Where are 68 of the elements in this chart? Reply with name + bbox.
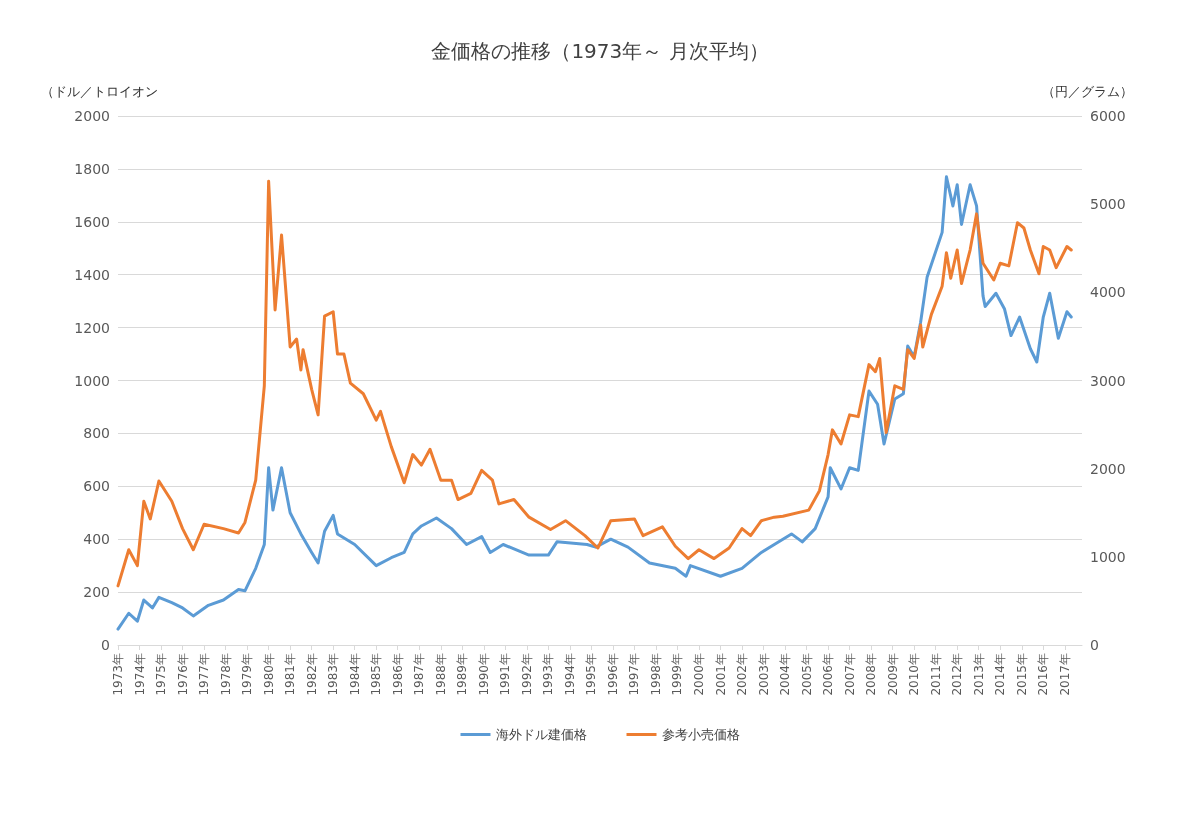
x-tick-label: 1984年: [347, 653, 362, 696]
x-tick-label: 2010年: [907, 653, 922, 696]
y-tick-label: 2000: [74, 108, 110, 124]
x-tick-label: 2011年: [928, 653, 943, 696]
y-tick-label: 400: [83, 531, 110, 548]
x-tick-label: 1979年: [240, 653, 255, 696]
x-tick-label: 1973年: [111, 653, 125, 696]
y-axis-title: （ドル／トロイオン: [41, 84, 158, 99]
legend-label: 海外ドル建価格: [495, 727, 587, 742]
x-tick-label: 2006年: [821, 653, 836, 696]
y-tick-label: 0: [101, 637, 110, 653]
x-tick-label: 2012年: [950, 653, 965, 696]
x-tick-label: 1982年: [304, 653, 319, 696]
x-tick-label: 2007年: [842, 653, 857, 696]
x-tick-label: 2000年: [691, 653, 706, 696]
y-tick-label: 1200: [74, 319, 110, 336]
y-tick-label: 1600: [74, 213, 110, 230]
y2-tick-label: 0: [1090, 637, 1099, 653]
x-tick-label: 1999年: [670, 653, 685, 696]
x-tick-label: 2004年: [778, 653, 793, 696]
y-tick-label: 600: [83, 478, 110, 495]
x-tick-label: 1997年: [627, 653, 642, 696]
x-tick-label: 1987年: [412, 653, 427, 696]
x-tick-label: 1986年: [390, 653, 405, 696]
x-tick-label: 2013年: [971, 653, 986, 696]
x-tick-label: 2009年: [885, 653, 900, 696]
x-tick-label: 2001年: [713, 653, 728, 696]
x-tick-label: 1974年: [132, 653, 147, 696]
x-tick-label: 1992年: [519, 653, 534, 696]
x-tick-label: 1988年: [433, 653, 448, 696]
y2-tick-label: 6000: [1090, 108, 1126, 124]
x-tick-label: 2014年: [993, 653, 1008, 696]
y2-tick-label: 1000: [1090, 548, 1126, 565]
x-tick-label: 2008年: [864, 653, 879, 696]
y2-tick-label: 4000: [1090, 284, 1126, 301]
x-tick-label: 1994年: [562, 653, 577, 696]
x-tick-label: 2005年: [799, 653, 814, 696]
x-tick-label: 2002年: [735, 653, 750, 696]
x-tick-label: 1983年: [326, 653, 341, 696]
x-tick-label: 1975年: [154, 653, 169, 696]
y-tick-label: 1800: [74, 160, 110, 177]
x-tick-label: 2015年: [1014, 653, 1029, 696]
x-tick-label: 1977年: [197, 653, 212, 696]
y-tick-label: 800: [83, 425, 110, 442]
y-tick-label: 1400: [74, 266, 110, 283]
x-tick-label: 2016年: [1036, 653, 1051, 696]
x-tick-label: 2017年: [1057, 653, 1072, 696]
x-tick-label: 1980年: [261, 653, 276, 696]
chart-title: 金価格の推移（1973年～ 月次平均）: [431, 39, 769, 63]
x-tick-label: 1995年: [584, 653, 599, 696]
x-tick-label: 1976年: [175, 653, 190, 696]
y2-axis-title: （円／グラム）: [1042, 84, 1133, 99]
x-tick-label: 1991年: [498, 653, 513, 696]
x-tick-label: 2003年: [756, 653, 771, 696]
x-tick-label: 1996年: [605, 653, 620, 696]
legend-label: 参考小売価格: [661, 727, 740, 742]
x-tick-label: 1990年: [476, 653, 491, 696]
x-tick-label: 1989年: [455, 653, 470, 696]
y2-tick-label: 3000: [1090, 372, 1126, 389]
y2-tick-label: 5000: [1090, 196, 1126, 213]
y-tick-label: 200: [83, 584, 110, 601]
y2-tick-label: 2000: [1090, 460, 1126, 477]
x-tick-label: 1993年: [541, 653, 556, 696]
y-tick-label: 1000: [74, 372, 110, 389]
x-tick-label: 1985年: [369, 653, 384, 696]
x-tick-label: 1978年: [218, 653, 233, 696]
x-tick-label: 1998年: [648, 653, 663, 696]
x-tick-label: 1981年: [283, 653, 298, 696]
